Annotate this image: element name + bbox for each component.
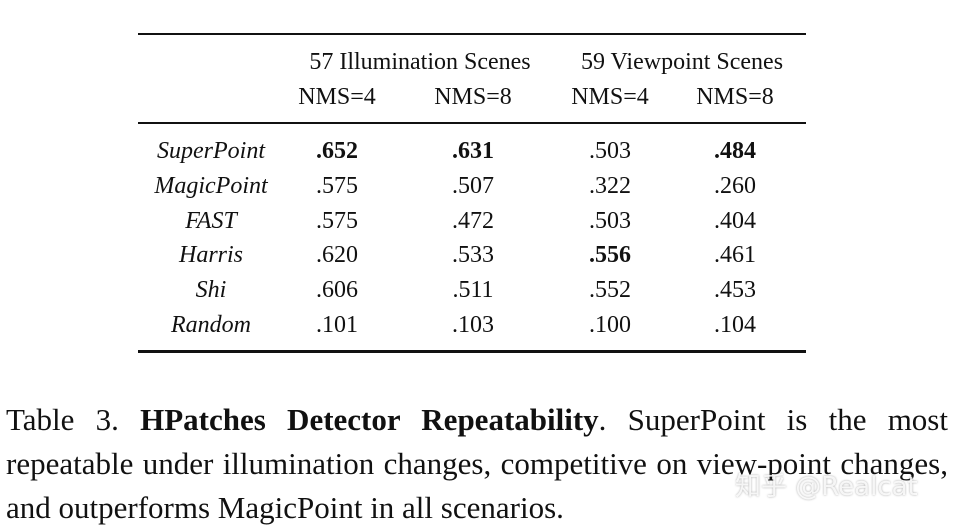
column-header: NMS=8 <box>696 84 774 110</box>
cell: .511 <box>452 277 494 304</box>
cell: .472 <box>452 207 494 234</box>
cell: .260 <box>714 172 756 199</box>
cell: .606 <box>316 277 358 304</box>
cell: .461 <box>714 242 756 269</box>
column-header: NMS=4 <box>571 84 649 110</box>
row-label: SuperPoint <box>157 138 265 164</box>
cell: .484 <box>714 138 756 164</box>
cell: .503 <box>589 138 631 164</box>
row-label: Harris <box>178 242 244 269</box>
row-label: Shi <box>195 277 227 304</box>
row-label: FAST <box>185 207 237 234</box>
cell: .575 <box>316 172 358 199</box>
caption-title: HPatches Detector Repeatability <box>140 402 599 437</box>
watermark: 知乎 @Realcat <box>735 472 918 502</box>
cell: .103 <box>452 312 494 338</box>
cell: .507 <box>452 172 494 199</box>
cell: .575 <box>316 207 358 234</box>
cell: .552 <box>589 277 631 304</box>
column-group: 59 Viewpoint Scenes <box>580 49 784 75</box>
top-rule <box>138 33 806 35</box>
cell: .556 <box>589 242 631 269</box>
caption-label: Table 3. <box>6 402 119 437</box>
column-group: 57 Illumination Scenes <box>309 49 531 75</box>
caption: Table 3. HPatches Detector Repeatability… <box>6 398 948 530</box>
cell: .620 <box>316 242 358 269</box>
cell: .100 <box>589 312 631 338</box>
cell: .533 <box>452 242 494 269</box>
caption-text: . SuperPoint is the most repeatable unde… <box>6 402 948 525</box>
cell: .631 <box>452 138 494 164</box>
column-header: NMS=4 <box>298 84 376 110</box>
cell: .101 <box>316 312 358 338</box>
row-label: MagicPoint <box>154 172 268 199</box>
cell: .503 <box>589 207 631 234</box>
column-header: NMS=8 <box>434 84 512 110</box>
mid-rule <box>138 122 806 124</box>
row-label: Random <box>171 312 251 338</box>
cell: .322 <box>589 172 631 199</box>
cell: .453 <box>714 277 756 304</box>
cell: .104 <box>714 312 756 338</box>
cell: .652 <box>316 138 358 164</box>
bottom-rule <box>138 350 806 353</box>
cell: .404 <box>714 207 756 234</box>
